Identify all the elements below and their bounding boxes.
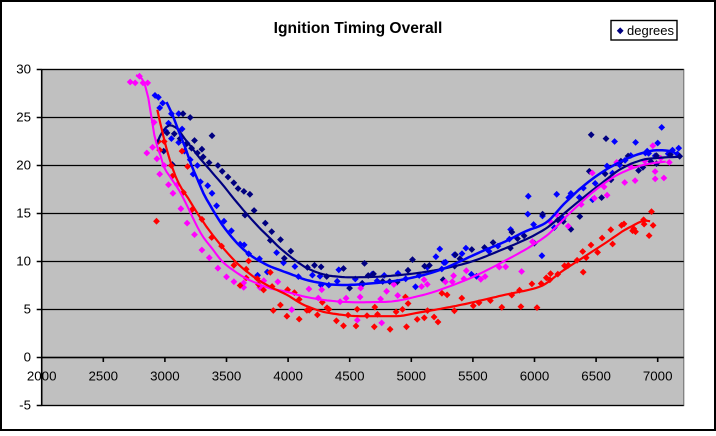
svg-text:7000: 7000 [643,369,673,384]
svg-text:3000: 3000 [150,369,180,384]
svg-text:10: 10 [16,254,31,269]
svg-text:15: 15 [16,206,31,221]
svg-text:Ignition Timing Overall: Ignition Timing Overall [274,20,443,37]
svg-text:3500: 3500 [212,369,242,384]
svg-text:5: 5 [24,302,31,317]
svg-text:0: 0 [24,350,31,365]
svg-text:degrees: degrees [627,23,674,38]
svg-text:6000: 6000 [520,369,550,384]
svg-text:25: 25 [16,110,31,125]
svg-text:5500: 5500 [458,369,488,384]
svg-text:2500: 2500 [89,369,119,384]
svg-text:5000: 5000 [397,369,427,384]
svg-text:-5: -5 [19,398,31,413]
svg-text:2000: 2000 [27,369,57,384]
svg-text:4000: 4000 [273,369,303,384]
svg-text:6500: 6500 [581,369,611,384]
svg-text:30: 30 [16,62,31,77]
svg-text:4500: 4500 [335,369,365,384]
svg-text:20: 20 [16,158,31,173]
